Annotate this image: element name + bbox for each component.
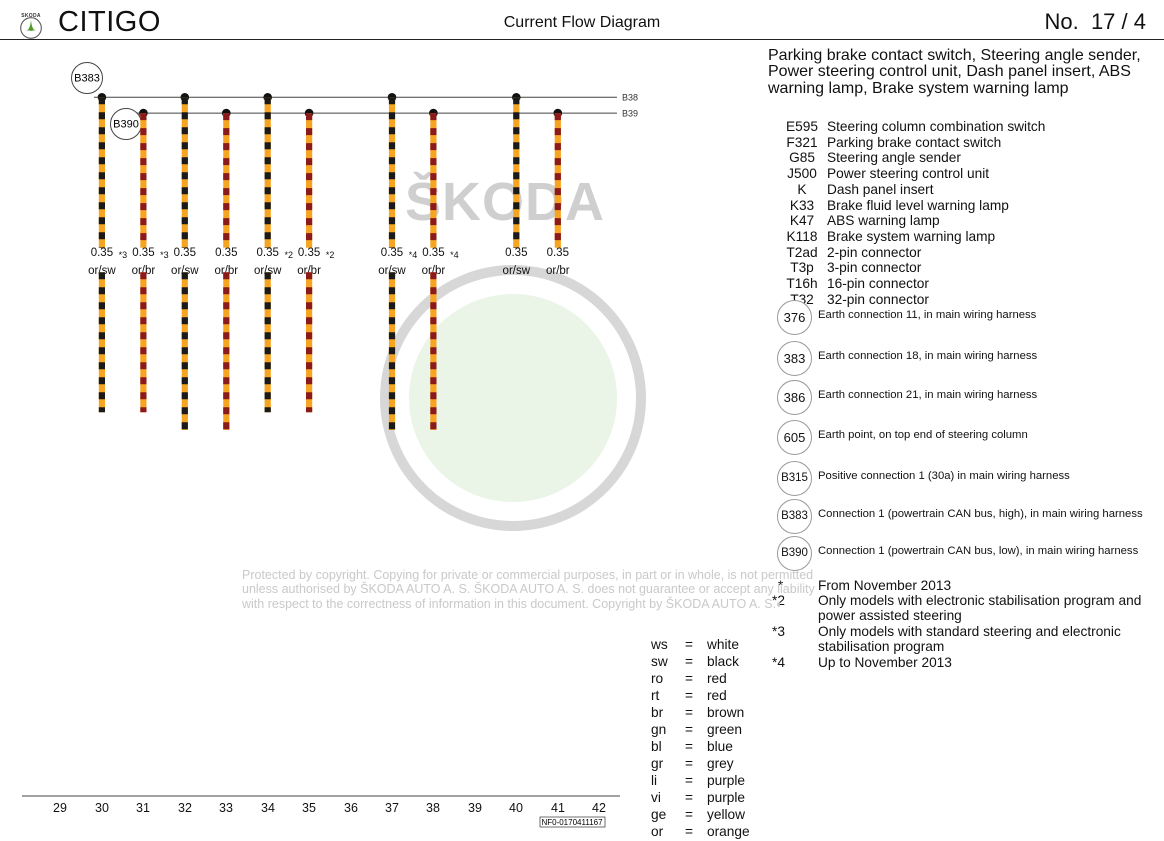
svg-text:41: 41 <box>551 801 565 815</box>
svg-text:42: 42 <box>592 801 606 815</box>
svg-text:*3: *3 <box>119 250 128 260</box>
svg-text:0.35: 0.35 <box>257 247 279 259</box>
svg-text:*4: *4 <box>409 250 418 260</box>
svg-text:0.35: 0.35 <box>132 247 154 259</box>
svg-text:*2: *2 <box>284 250 293 260</box>
svg-text:30: 30 <box>95 801 109 815</box>
svg-text:*2: *2 <box>326 250 335 260</box>
svg-text:36: 36 <box>344 801 358 815</box>
svg-text:0.35: 0.35 <box>174 247 196 259</box>
svg-text:0.35: 0.35 <box>547 247 569 259</box>
svg-text:37: 37 <box>385 801 399 815</box>
svg-text:29: 29 <box>53 801 67 815</box>
svg-text:35: 35 <box>302 801 316 815</box>
svg-text:33: 33 <box>219 801 233 815</box>
svg-text:34: 34 <box>261 801 275 815</box>
svg-text:B39: B39 <box>622 109 638 119</box>
svg-text:0.35: 0.35 <box>298 247 320 259</box>
svg-text:38: 38 <box>426 801 440 815</box>
svg-text:*3: *3 <box>160 250 169 260</box>
svg-text:0.35: 0.35 <box>91 247 113 259</box>
svg-text:NF0-0170411167: NF0-0170411167 <box>541 818 603 827</box>
svg-text:or/sw: or/sw <box>503 265 531 277</box>
svg-text:0.35: 0.35 <box>215 247 237 259</box>
svg-text:B390: B390 <box>113 119 139 131</box>
svg-text:0.35: 0.35 <box>381 247 403 259</box>
svg-text:31: 31 <box>136 801 150 815</box>
svg-text:0.35: 0.35 <box>505 247 527 259</box>
svg-text:*4: *4 <box>450 250 459 260</box>
svg-text:39: 39 <box>468 801 482 815</box>
svg-text:40: 40 <box>509 801 523 815</box>
svg-text:B38: B38 <box>622 93 638 103</box>
svg-text:B383: B383 <box>74 73 100 85</box>
svg-text:32: 32 <box>178 801 192 815</box>
svg-text:or/br: or/br <box>546 265 570 277</box>
svg-text:0.35: 0.35 <box>422 247 444 259</box>
